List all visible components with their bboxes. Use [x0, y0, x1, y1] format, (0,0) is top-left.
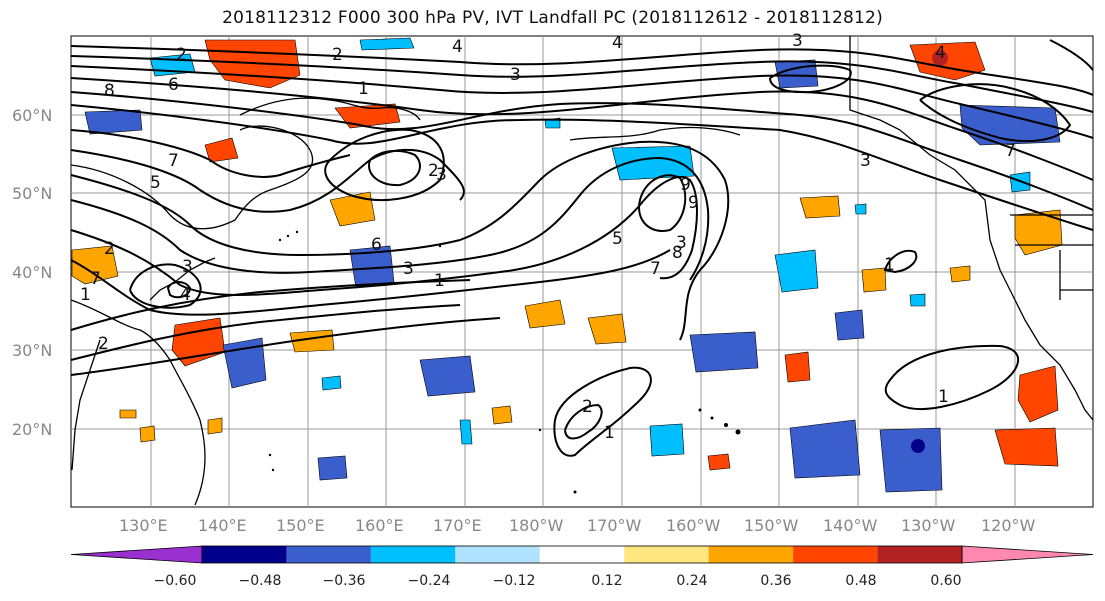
contour-label: 3: [676, 233, 687, 253]
colorbar-tick-label: −0.24: [408, 573, 451, 589]
colorbar-segment: [286, 546, 371, 563]
lon-label: 130°E: [119, 516, 168, 535]
map-panel: 2 6 8 7 5 2 1 7 3 4 3 2 1 2 6 3 1 5 9 9 …: [12, 31, 1094, 535]
colorbar-segments: [70, 545, 1094, 564]
latitude-labels: 60°N 50°N 40°N 30°N 20°N: [12, 106, 52, 439]
lat-label: 60°N: [12, 106, 52, 125]
colorbar-tick-label: −0.48: [239, 573, 282, 589]
lat-label: 50°N: [12, 184, 52, 203]
colorbar-tick-label: −0.12: [493, 573, 536, 589]
contour-label: 9: [688, 193, 699, 213]
lon-label: 160°E: [355, 516, 404, 535]
colorbar-tick-labels: −0.60 −0.48 −0.36 −0.24 −0.12 0.12 0.24 …: [154, 573, 962, 589]
contour-label: 1: [938, 387, 949, 407]
colorbar-extend-min: [70, 545, 203, 564]
contour-label: 1: [80, 285, 91, 305]
lon-label: 120°W: [981, 516, 1036, 535]
colorbar-outline: [201, 545, 963, 564]
colorbar-segment: [877, 546, 962, 563]
lon-label: 180°W: [509, 516, 564, 535]
contour-label: 4: [180, 285, 191, 305]
lat-label: 30°N: [12, 341, 52, 360]
contour-label: 2: [176, 45, 187, 65]
contour-label: 9: [680, 175, 691, 195]
colorbar-segment: [455, 546, 540, 563]
contour-label: 2: [98, 334, 109, 354]
contour-label: 5: [612, 229, 623, 249]
contour-label: 6: [168, 75, 179, 95]
islands: [268, 230, 741, 494]
contour-label: 3: [182, 257, 193, 277]
colorbar-segment: [624, 546, 709, 563]
contour-label: 2: [104, 239, 115, 259]
colorbar-segment: [539, 546, 625, 563]
contour-label: 2: [332, 45, 343, 65]
lon-label: 140°W: [823, 516, 878, 535]
contour-label: 7: [650, 259, 661, 279]
lon-label: 150°W: [744, 516, 799, 535]
contour-label-group: 2 6 8 7 5 2 1 7 3 4 3 2 1 2 6 3 1 5 9 9 …: [80, 31, 1016, 443]
contour-label: 6: [371, 235, 382, 255]
contour-label: 4: [452, 37, 463, 57]
lon-label: 150°E: [276, 516, 325, 535]
contour-label: 3: [510, 65, 521, 85]
lat-label: 20°N: [12, 420, 52, 439]
contour-label: 7: [168, 151, 179, 171]
contour-label: 4: [612, 33, 623, 53]
contour-label: 3: [436, 165, 447, 185]
colorbar-tick-label: −0.60: [154, 573, 197, 589]
contour-label: 3: [403, 259, 414, 279]
lon-label: 130°W: [901, 516, 956, 535]
contour-label: 7: [90, 269, 101, 289]
colorbar-tick-label: 0.12: [591, 573, 622, 589]
pv-anomaly-shading: [71, 37, 1063, 493]
lon-label: 140°E: [198, 516, 247, 535]
contour-label: 1: [358, 79, 369, 99]
lon-label: 170°W: [587, 516, 642, 535]
colorbar-segment: [370, 546, 456, 563]
contour-label: 2: [428, 161, 439, 181]
contour-label: 7: [1005, 141, 1016, 161]
map-title: 2018112312 F000 300 hPa PV, IVT Landfall…: [222, 8, 883, 28]
contour-label: 3: [792, 31, 803, 51]
contour-label: 8: [672, 243, 683, 263]
lat-label: 40°N: [12, 263, 52, 282]
contour-label: 5: [150, 173, 161, 193]
contour-label: 1: [434, 271, 445, 291]
contour-label: 4: [935, 43, 946, 63]
ivt-contours: [70, 39, 1094, 457]
colorbar-tick-label: 0.36: [760, 573, 791, 589]
lon-label: 160°W: [666, 516, 721, 535]
colorbar-tick-label: 0.48: [845, 573, 876, 589]
lon-label: 170°E: [433, 516, 482, 535]
colorbar-tick-label: −0.36: [323, 573, 366, 589]
colorbar-tick-label: 0.24: [676, 573, 707, 589]
contour-label: 3: [860, 151, 871, 171]
colorbar-segment: [793, 546, 878, 563]
longitude-labels: 130°E 140°E 150°E 160°E 170°E 180°W 170°…: [119, 516, 1036, 535]
contour-label: 1: [884, 255, 895, 275]
contour-label: 1: [604, 423, 615, 443]
colorbar-extend-max: [961, 545, 1094, 564]
colorbar-tick-label: 0.60: [930, 573, 961, 589]
colorbar-segment: [708, 546, 794, 563]
contour-label: 2: [582, 397, 593, 417]
contour-label: 8: [104, 81, 115, 101]
colorbar-segment: [202, 546, 287, 563]
